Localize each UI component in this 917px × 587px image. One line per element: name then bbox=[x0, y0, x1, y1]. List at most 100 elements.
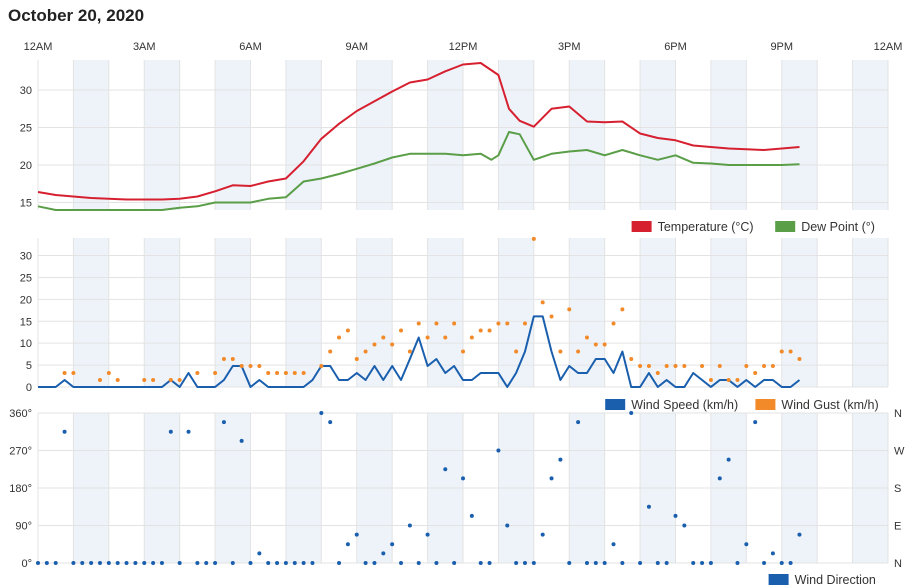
wind-direction-point bbox=[770, 551, 775, 556]
wind-direction-point bbox=[708, 561, 713, 565]
y-tick-label: 15 bbox=[20, 198, 32, 210]
wind-direction-point bbox=[124, 561, 129, 565]
wind-gust-point bbox=[744, 363, 749, 368]
y-tick-label: 180° bbox=[9, 483, 32, 495]
wind-direction-point bbox=[354, 532, 359, 537]
wind-direction-point bbox=[142, 561, 147, 565]
wind-direction-point bbox=[399, 561, 404, 565]
wind-direction-point bbox=[487, 561, 492, 565]
wind-gust-point bbox=[213, 370, 218, 375]
wind-gust-point bbox=[717, 363, 722, 368]
wind-gust-point bbox=[372, 342, 377, 347]
wind-gust-point bbox=[487, 328, 492, 333]
hour-band bbox=[781, 238, 818, 387]
wind-direction-point bbox=[266, 561, 271, 565]
hour-band bbox=[852, 60, 888, 210]
legend-swatch bbox=[768, 574, 789, 585]
wind-gust-point bbox=[221, 356, 226, 361]
wind-gust-point bbox=[708, 377, 713, 382]
wind-gust-point bbox=[363, 349, 368, 354]
wind-gust-point bbox=[248, 363, 253, 368]
wind-gust-point bbox=[407, 349, 412, 354]
legend-label: Dew Point (°) bbox=[801, 220, 875, 234]
wind-direction-point bbox=[275, 561, 280, 565]
wind-gust-point bbox=[496, 321, 501, 326]
hour-band bbox=[144, 60, 180, 210]
wind-gust-point bbox=[753, 370, 758, 375]
wind-direction-point bbox=[106, 561, 111, 565]
wind-gust-point bbox=[762, 363, 767, 368]
wind-gust-point bbox=[779, 349, 784, 354]
legend-swatch bbox=[631, 221, 652, 232]
hour-band bbox=[215, 60, 251, 210]
wind-direction-point bbox=[753, 420, 758, 425]
wind-direction-point bbox=[549, 476, 554, 481]
wind-gust-point bbox=[505, 321, 510, 326]
wind-direction-point bbox=[496, 448, 501, 453]
hour-band bbox=[427, 60, 463, 210]
legend-label: Temperature (°C) bbox=[658, 220, 754, 234]
wind-gust-point bbox=[540, 300, 545, 305]
hour-band bbox=[710, 238, 747, 387]
y-tick-label: 5 bbox=[26, 360, 32, 372]
wind-gust-point bbox=[151, 377, 156, 382]
wind-gust-point bbox=[682, 363, 687, 368]
dew-point-line bbox=[37, 131, 800, 211]
wind-gust-point bbox=[646, 363, 651, 368]
wind-gust-point bbox=[283, 370, 288, 375]
wind-gust-point bbox=[416, 321, 421, 326]
wind-direction-point bbox=[682, 523, 687, 528]
wind-gust-point bbox=[266, 370, 271, 375]
y2-tick-label: N bbox=[894, 558, 902, 570]
hour-band bbox=[710, 60, 747, 210]
wind-speed-line bbox=[38, 315, 801, 388]
y-tick-label: 20 bbox=[20, 160, 32, 172]
wind-gust-point bbox=[452, 321, 457, 326]
legend-swatch bbox=[755, 399, 776, 410]
wind-direction-point bbox=[434, 561, 439, 565]
wind-direction-point bbox=[779, 561, 784, 565]
hour-band bbox=[73, 238, 109, 387]
wind-gust-point bbox=[425, 335, 430, 340]
hour-band bbox=[640, 238, 676, 387]
wind-direction-point bbox=[522, 561, 527, 565]
x-tick-label: 6PM bbox=[664, 41, 687, 53]
wind-gust-point bbox=[97, 377, 102, 382]
wind-gust-point bbox=[629, 356, 634, 361]
legend-label: Wind Speed (km/h) bbox=[631, 398, 738, 412]
wind-direction-point bbox=[691, 561, 696, 565]
hour-band bbox=[285, 60, 322, 210]
x-tick-label: 3AM bbox=[133, 41, 156, 53]
y-tick-label: 360° bbox=[9, 408, 32, 420]
y-tick-label: 25 bbox=[20, 123, 32, 135]
wind-direction-point bbox=[248, 561, 253, 565]
wind-direction-point bbox=[186, 429, 191, 434]
wind-direction-point bbox=[478, 561, 483, 565]
wind-direction-point bbox=[80, 561, 85, 565]
y-tick-label: 0 bbox=[26, 382, 32, 394]
wind-gust-point bbox=[638, 363, 643, 368]
legend-swatch bbox=[775, 221, 796, 232]
wind-gust-point bbox=[337, 335, 342, 340]
hour-band bbox=[356, 60, 393, 210]
wind-gust-point bbox=[673, 363, 678, 368]
wind-gust-point bbox=[549, 314, 554, 319]
wind-gust-point bbox=[584, 335, 589, 340]
wind-direction-point bbox=[36, 561, 40, 565]
wind-direction-point bbox=[71, 561, 76, 565]
wind-direction-point bbox=[407, 523, 412, 528]
wind-direction-point bbox=[505, 523, 510, 528]
wind-direction-point bbox=[177, 561, 182, 565]
wind-direction-point bbox=[168, 429, 173, 434]
wind-gust-point bbox=[434, 321, 439, 326]
wind-direction-point bbox=[115, 561, 120, 565]
wind-gust-point bbox=[797, 356, 802, 361]
wind-direction-point bbox=[292, 561, 297, 565]
wind-gust-point bbox=[478, 328, 483, 333]
wind-direction-point bbox=[584, 561, 589, 565]
y-tick-label: 15 bbox=[20, 316, 32, 328]
wind-direction-point bbox=[602, 561, 607, 565]
hour-band bbox=[144, 238, 180, 387]
wind-gust-point bbox=[390, 342, 395, 347]
